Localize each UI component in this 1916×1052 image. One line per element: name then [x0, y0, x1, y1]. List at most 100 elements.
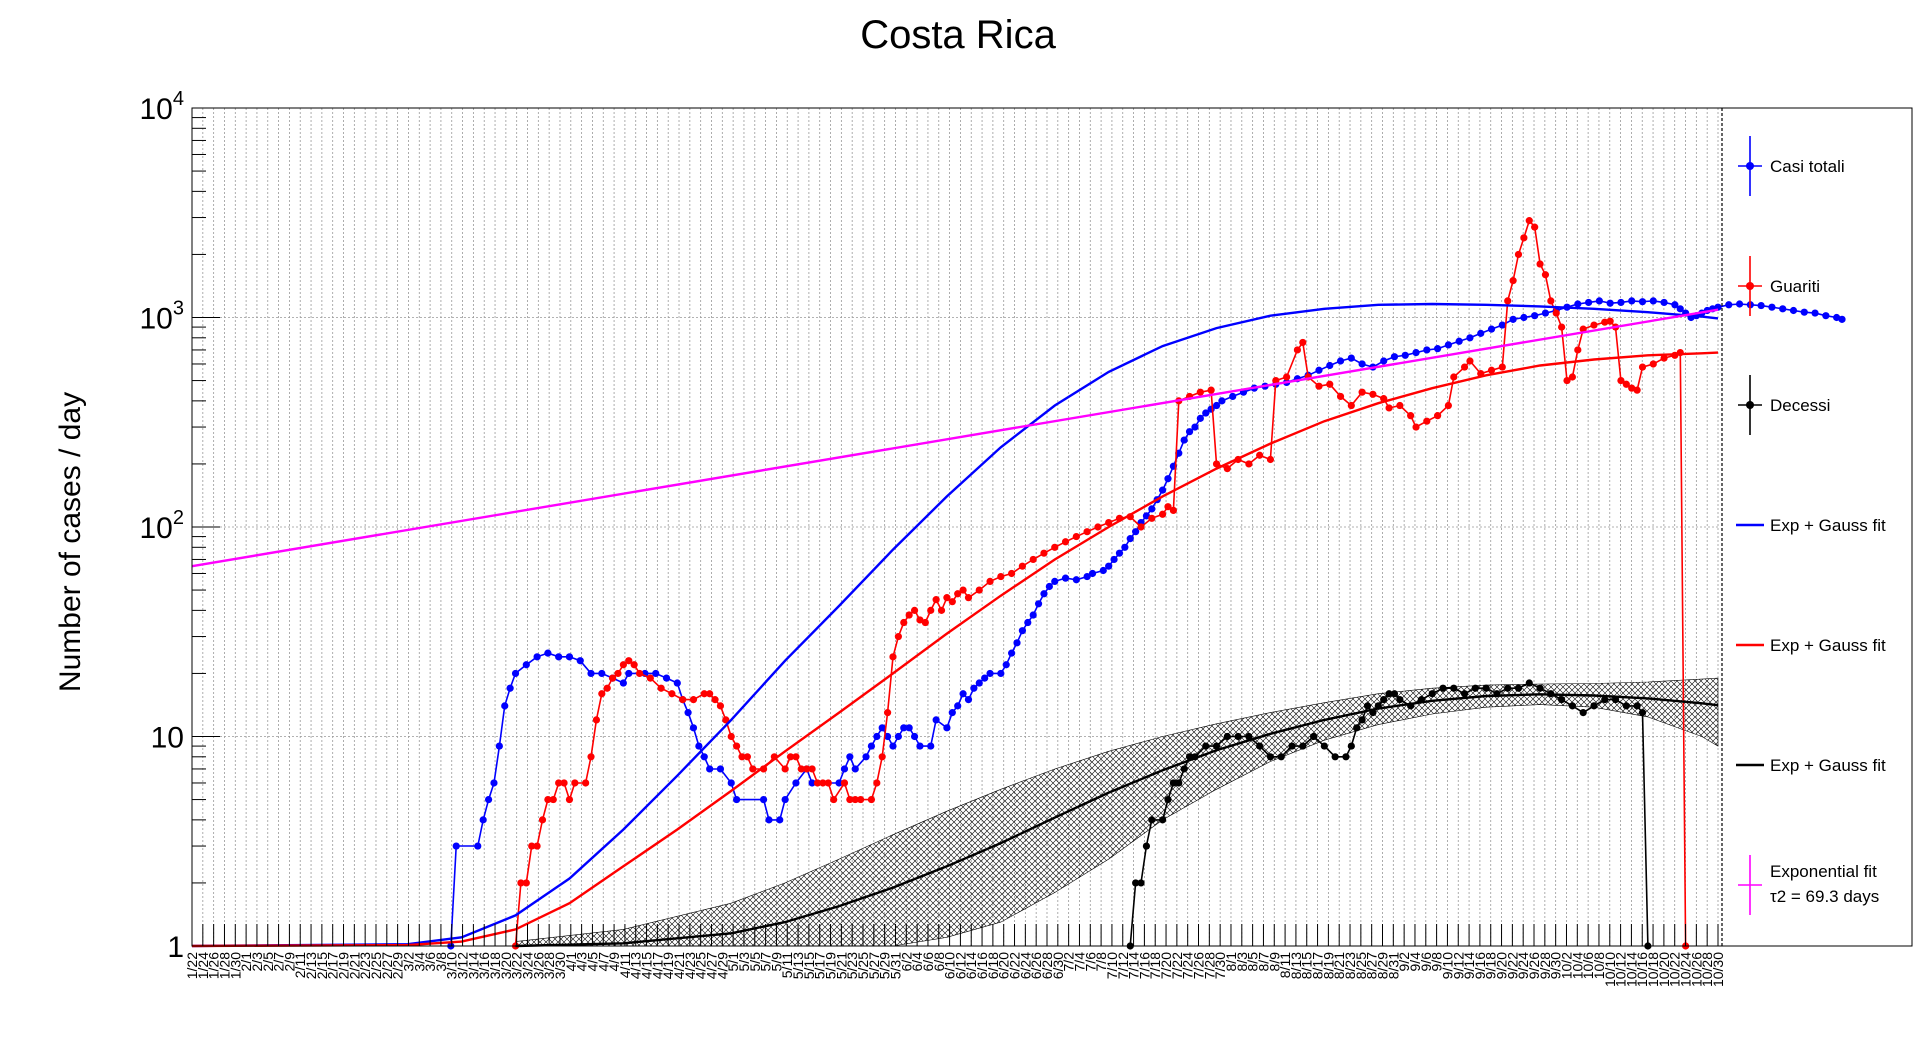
- data-point: [1223, 732, 1231, 741]
- data-point: [1509, 315, 1517, 323]
- series-guariti: [511, 217, 1690, 950]
- data-point: [625, 669, 633, 678]
- data-point: [608, 674, 617, 682]
- data-point: [910, 606, 919, 614]
- y-tick-label: 103: [140, 298, 185, 336]
- data-point: [948, 598, 956, 606]
- data-point: [1234, 732, 1242, 741]
- data-point: [1401, 351, 1409, 359]
- data-point: [662, 674, 671, 682]
- data-point: [1088, 569, 1097, 578]
- data-point: [1051, 543, 1059, 551]
- data-point: [1202, 409, 1210, 417]
- x-tick-label: 2/17: [325, 952, 341, 979]
- data-point: [733, 795, 741, 804]
- data-point: [1029, 555, 1037, 564]
- data-point: [1331, 753, 1339, 761]
- x-tick-label: 6/30: [1050, 952, 1066, 979]
- data-point: [1169, 779, 1177, 787]
- x-tick-label: 10/16: [1634, 952, 1650, 987]
- data-point: [1099, 566, 1107, 575]
- data-point: [1105, 518, 1113, 527]
- data-point: [495, 742, 503, 750]
- data-point: [1137, 879, 1145, 887]
- data-point: [1390, 353, 1399, 361]
- data-point: [927, 742, 935, 750]
- data-point: [1353, 724, 1361, 732]
- x-tick-label: 7/26: [1191, 952, 1207, 979]
- x-tick-label: 1/22: [184, 952, 200, 979]
- y-tick-exponent: 4: [173, 88, 184, 110]
- data-point: [1132, 879, 1140, 887]
- data-point: [689, 724, 698, 732]
- x-tick-label: 3/22: [509, 952, 525, 979]
- y-tick-label: 104: [140, 88, 185, 126]
- x-tick-label: 7/4: [1071, 952, 1087, 972]
- data-point: [781, 795, 789, 804]
- data-point: [927, 606, 935, 614]
- data-point: [1628, 297, 1636, 305]
- data-point: [1838, 315, 1846, 323]
- data-point: [1768, 303, 1776, 311]
- data-point: [1471, 684, 1479, 692]
- x-tick-label: 6/4: [909, 952, 925, 972]
- data-point: [830, 795, 838, 804]
- data-point: [738, 753, 746, 761]
- data-point: [1390, 690, 1399, 698]
- data-point: [452, 842, 460, 850]
- data-point: [1245, 732, 1253, 741]
- data-point: [1358, 716, 1366, 724]
- data-point: [1266, 455, 1275, 464]
- axis-layer: 1/221/241/261/281/302/12/32/52/72/92/112…: [140, 88, 1727, 987]
- x-tick-label: 10/18: [1645, 952, 1661, 987]
- data-point: [1606, 299, 1614, 307]
- x-tick-label: 1/28: [216, 952, 232, 979]
- data-point: [1137, 523, 1145, 531]
- data-point: [727, 732, 735, 741]
- data-point: [1498, 321, 1506, 329]
- data-point: [932, 596, 940, 604]
- x-tick-label: 2/1: [238, 952, 254, 972]
- data-point: [1579, 709, 1587, 717]
- data-point: [1196, 414, 1204, 422]
- data-point: [1520, 313, 1528, 322]
- x-tick-label: 10/10: [1602, 952, 1618, 987]
- x-tick-label: 9/22: [1504, 952, 1520, 979]
- data-point: [571, 779, 579, 787]
- data-point: [873, 732, 881, 741]
- data-point: [1083, 572, 1091, 581]
- data-point: [1622, 380, 1630, 388]
- x-tick-label: 2/27: [379, 952, 395, 979]
- data-point: [1514, 250, 1523, 259]
- x-tick-label: 6/12: [952, 952, 968, 979]
- data-point: [1649, 297, 1657, 305]
- data-point: [851, 765, 859, 773]
- legend-marker: [1746, 162, 1754, 170]
- x-tick-label: 5/27: [866, 952, 882, 979]
- data-point: [1757, 301, 1765, 310]
- x-tick-label: 9/30: [1548, 952, 1564, 979]
- x-tick-label: 9/28: [1537, 952, 1553, 979]
- data-point: [1434, 412, 1442, 420]
- data-point: [1590, 702, 1598, 710]
- y-tick-label: 102: [140, 507, 185, 545]
- data-point: [1196, 388, 1204, 396]
- data-point: [1083, 528, 1091, 536]
- data-point: [883, 732, 892, 741]
- data-point: [808, 779, 816, 787]
- data-point: [1660, 298, 1668, 307]
- data-point: [1061, 574, 1070, 582]
- series-exponential-fit: [191, 308, 1719, 568]
- data-point: [1272, 376, 1280, 385]
- data-point: [819, 779, 827, 787]
- x-tick-label: 4/9: [606, 952, 622, 972]
- x-tick-label: 4/17: [649, 952, 665, 979]
- x-tick-label: 6/22: [1007, 952, 1023, 979]
- data-point: [1132, 528, 1140, 536]
- data-point: [1309, 732, 1318, 741]
- data-point: [1514, 684, 1523, 692]
- data-point: [1789, 306, 1798, 315]
- data-point: [1822, 312, 1830, 320]
- x-tick-label: 4/1: [563, 952, 579, 972]
